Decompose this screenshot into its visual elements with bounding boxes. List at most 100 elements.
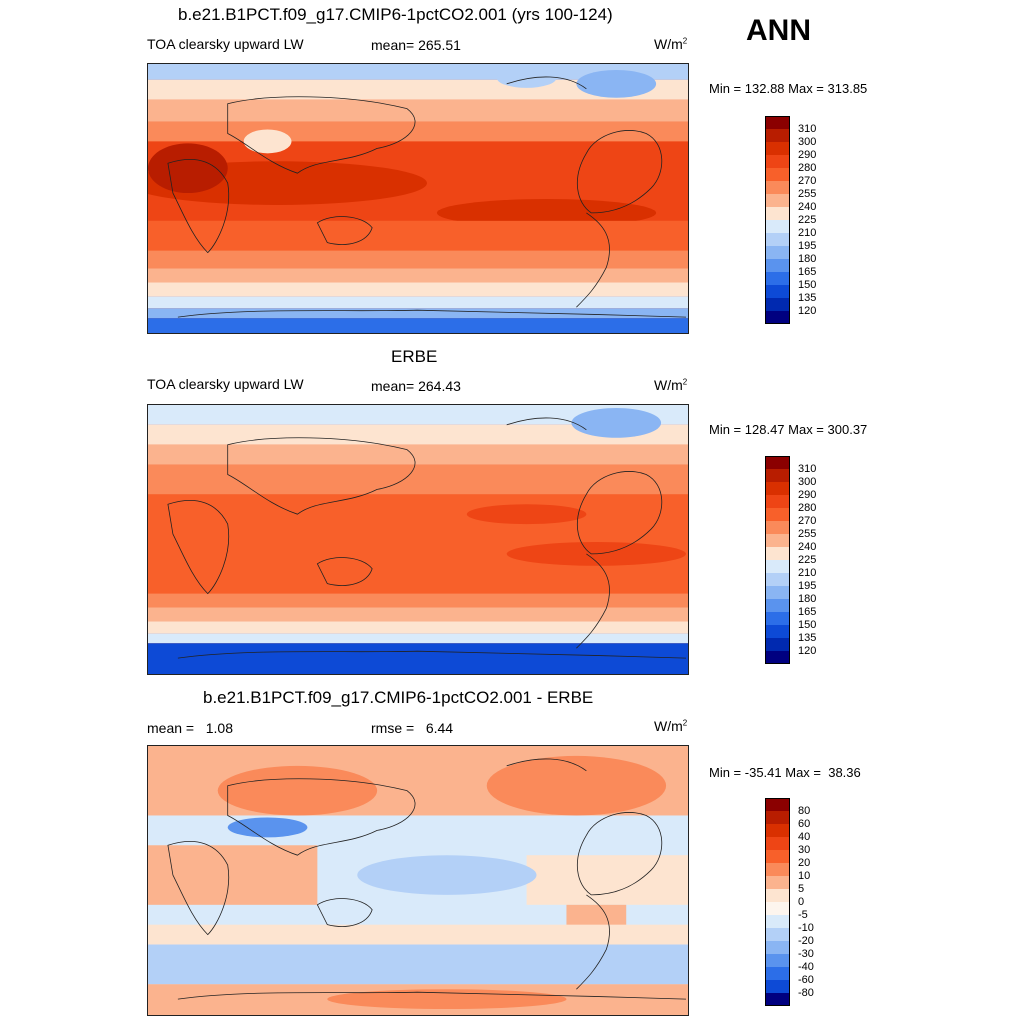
panel1-colorbar-box xyxy=(765,220,790,233)
panel1-title: b.e21.B1PCT.f09_g17.CMIP6-1pctCO2.001 (y… xyxy=(178,5,613,24)
panel1-colorbar: 310 300 290 280 270 255 240 225 210 195 180 165 150 1… xyxy=(765,116,816,324)
panel3-title: b.e21.B1PCT.f09_g17.CMIP6-1pctCO2.001 - … xyxy=(203,688,594,707)
panel1-colorbar-box xyxy=(765,194,790,207)
panel3-colorbar-box xyxy=(765,811,790,824)
panel1-colorbar-box xyxy=(765,311,790,324)
panel3-colorbar-tick-label: 30 xyxy=(798,844,811,856)
panel1-colorbar-box xyxy=(765,142,790,155)
panel3-colorbar-tick-label: 60 xyxy=(798,818,811,830)
panel2-colorbar-box xyxy=(765,495,790,508)
panel3-colorbar-box xyxy=(765,837,790,850)
panel3-colorbar-tick-label: -10 xyxy=(798,922,814,934)
panel2-colorbar-box xyxy=(765,534,790,547)
panel3-colorbar-tick-label: 20 xyxy=(798,857,811,869)
panel3-colorbar-box xyxy=(765,915,790,928)
panel1-colorbar-tick-label: 225 xyxy=(798,214,817,226)
panel3-colorbar-box xyxy=(765,954,790,967)
panel2-colorbar-box xyxy=(765,599,790,612)
panel3-colorbar-box xyxy=(765,902,790,915)
panel3-colorbar-box xyxy=(765,928,790,941)
season-label: ANN xyxy=(746,14,811,47)
panel1-colorbar-tick-label: 210 xyxy=(798,227,817,239)
panel2-colorbar-tick-label: 255 xyxy=(798,528,817,540)
panel1-colorbar-tick-label: 280 xyxy=(798,162,817,174)
panel3-colorbar-box xyxy=(765,876,790,889)
panel2-colorbar-box xyxy=(765,560,790,573)
panel2-colorbar-box xyxy=(765,469,790,482)
panel2-colorbar-box xyxy=(765,521,790,534)
panel1-colorbar-tick-label: 165 xyxy=(798,266,817,278)
panel3-colorbar-tick-label: -40 xyxy=(798,961,814,973)
panel1-colorbar-box xyxy=(765,246,790,259)
panel2-colorbar-box xyxy=(765,612,790,625)
panel2-colorbar-box xyxy=(765,586,790,599)
panel3-colorbar-boxes xyxy=(765,798,790,1006)
panel2-colorbar-tick-label: 240 xyxy=(798,541,817,553)
panel2-mean-label: mean= 264.43 xyxy=(371,378,461,394)
panel2-colorbar-tick-label: 225 xyxy=(798,554,817,566)
panel3-colorbar-tick-label: -80 xyxy=(798,987,814,999)
panel2-colorbar-tick-label: 135 xyxy=(798,632,817,644)
panel3-colorbar-box xyxy=(765,824,790,837)
panel2-variable-label: TOA clearsky upward LW xyxy=(147,376,304,392)
panel3-colorbar-box xyxy=(765,863,790,876)
panel1-colorbar-box xyxy=(765,233,790,246)
panel2-colorbar-box xyxy=(765,456,790,469)
panel1-colorbar-box xyxy=(765,298,790,311)
panel2-minmax: Min = 128.47 Max = 300.37 xyxy=(709,422,868,437)
panel1-colorbar-tick-label: 270 xyxy=(798,175,817,187)
panel3-colorbar-box xyxy=(765,980,790,993)
panel1-colorbar-box xyxy=(765,155,790,168)
panel2-title: ERBE xyxy=(391,347,438,366)
panel1-colorbar-box xyxy=(765,259,790,272)
panel1-colorbar-tick-label: 135 xyxy=(798,292,817,304)
panel1-colorbar-boxes xyxy=(765,116,790,324)
panel1-colorbar-tick-label: 300 xyxy=(798,136,817,148)
panel2-colorbar-tick-label: 120 xyxy=(798,645,817,657)
panel2-colorbar-box xyxy=(765,547,790,560)
panel2-colorbar-box xyxy=(765,573,790,586)
panel1-colorbar-tick-label: 310 xyxy=(798,123,817,135)
panel3-colorbar-tick-label: 0 xyxy=(798,896,805,908)
panel3-colorbar-tick-label: -20 xyxy=(798,935,814,947)
panel2-colorbar-box xyxy=(765,482,790,495)
panel1-colorbar-tick-label: 240 xyxy=(798,201,817,213)
panel3-colorbar: 80 60 40 30 20 10 5 0 -5 -10 -20 -30 -40 -60 -80 xyxy=(765,798,814,1006)
panel1-colorbar-tick-label: 290 xyxy=(798,149,817,161)
panel3-colorbar-tick-label: -5 xyxy=(798,909,808,921)
panel2-colorbar: 310 300 290 280 270 255 240 225 210 195 180 165 150 1… xyxy=(765,456,816,664)
panel3-minmax: Min = -35.41 Max = 38.36 xyxy=(709,765,861,780)
panel2-colorbar-boxes xyxy=(765,456,790,664)
panel2-colorbar-box xyxy=(765,638,790,651)
panel3-colorbar-box xyxy=(765,850,790,863)
panel2-colorbar-tick-label: 195 xyxy=(798,580,817,592)
panel2-colorbar-box xyxy=(765,625,790,638)
panel1-units: W/m2 xyxy=(654,36,688,52)
panel2-colorbar-tick-label: 180 xyxy=(798,593,817,605)
panel2-map xyxy=(147,404,689,675)
panel3-colorbar-box xyxy=(765,798,790,811)
panel3-colorbar-tick-label: 40 xyxy=(798,831,811,843)
panel3-mean-label: mean = 1.08 xyxy=(147,720,234,736)
panel1-colorbar-box xyxy=(765,181,790,194)
panel1-map xyxy=(147,63,689,334)
panel2-colorbar-tick-label: 300 xyxy=(798,476,817,488)
panel2-colorbar-tick-label: 280 xyxy=(798,502,817,514)
panel2-colorbar-box xyxy=(765,508,790,521)
panel1-colorbar-box xyxy=(765,272,790,285)
panel3-units: W/m2 xyxy=(654,718,688,734)
panel3-colorbar-box xyxy=(765,967,790,980)
panel3-colorbar-tick-label: 80 xyxy=(798,805,811,817)
panel2-colorbar-tick-label: 210 xyxy=(798,567,817,579)
panel1-colorbar-tick-label: 255 xyxy=(798,188,817,200)
panel1-colorbar-tick-label: 120 xyxy=(798,305,817,317)
panel1-colorbar-tick-label: 150 xyxy=(798,279,817,291)
panel3-colorbar-tick-label: 5 xyxy=(798,883,805,895)
panel2-colorbar-tick-label: 270 xyxy=(798,515,817,527)
panel1-minmax: Min = 132.88 Max = 313.85 xyxy=(709,81,868,96)
panel2-colorbar-tick-label: 290 xyxy=(798,489,817,501)
panel1-colorbar-tick-label: 180 xyxy=(798,253,817,265)
panel1-colorbar-box xyxy=(765,207,790,220)
panel3-colorbar-tick-label: -60 xyxy=(798,974,814,986)
panel3-colorbar-box xyxy=(765,993,790,1006)
